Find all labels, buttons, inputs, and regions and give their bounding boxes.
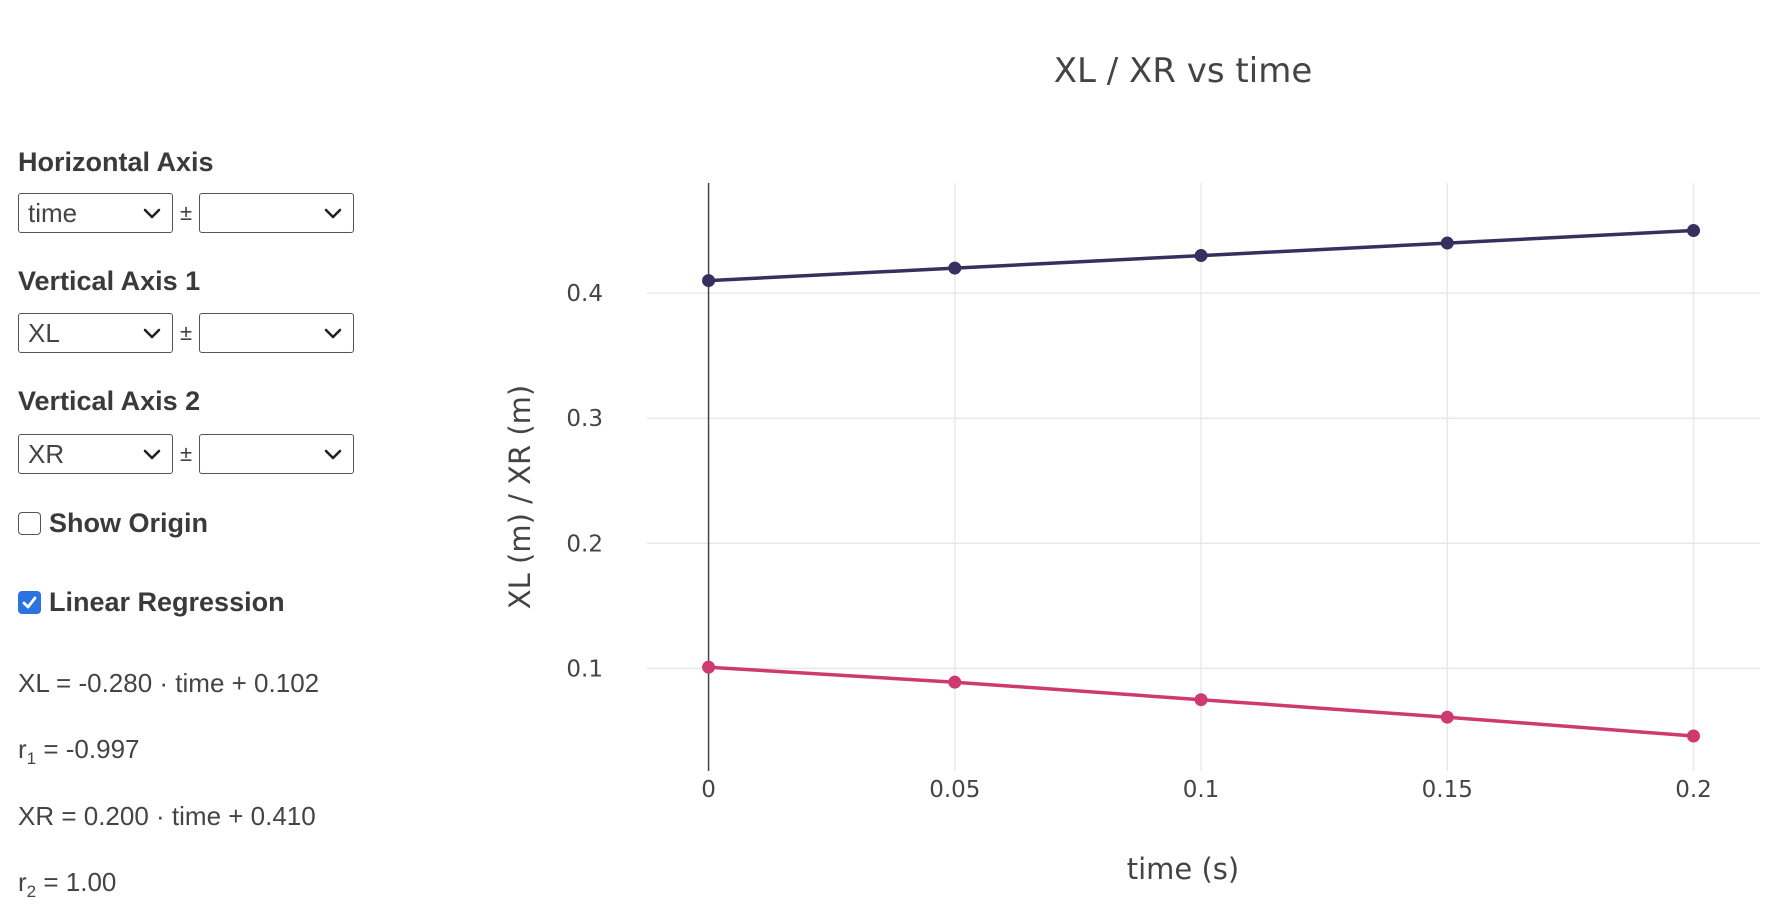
regression-equation-1: XL = -0.280 · time + 0.102: [18, 668, 320, 698]
chevron-down-icon: [143, 208, 161, 219]
horizontal-axis-error-select[interactable]: [199, 193, 354, 233]
plus-minus-label: ±: [179, 320, 193, 345]
vertical-axis-1-row: XL ±: [18, 312, 354, 354]
x-tick-label-0: 0: [701, 777, 716, 803]
y-tick-label-3: 0.4: [566, 281, 603, 307]
vertical-axis-2-row: XR ±: [18, 433, 354, 475]
vertical-axis-2-select-value: XR: [28, 439, 65, 469]
series-1-point-0[interactable]: [702, 274, 716, 288]
vertical-axis-2-error-select[interactable]: [199, 434, 354, 474]
horizontal-axis-row: time ±: [18, 192, 354, 234]
regression-equation-2: XR = 0.200 · time + 0.410: [18, 801, 316, 831]
y-tick-label-2: 0.3: [566, 406, 603, 432]
chevron-down-icon: [143, 449, 161, 460]
plus-minus-label: ±: [179, 441, 193, 466]
show-origin-checkbox[interactable]: [18, 512, 41, 535]
chevron-down-icon: [324, 449, 342, 460]
x-tick-label-4: 0.2: [1675, 777, 1712, 803]
y-tick-labels: 0.1 0.2 0.3 0.4: [566, 281, 603, 682]
horizontal-axis-select-value: time: [28, 198, 78, 228]
correlation-1-symbol: r: [18, 734, 27, 764]
plus-minus-label: ±: [179, 200, 193, 225]
horizontal-axis-select[interactable]: time: [18, 193, 173, 233]
vertical-axis-2-heading: Vertical Axis 2: [18, 386, 201, 416]
series-1-point-2[interactable]: [1194, 249, 1208, 263]
correlation-2-value: = 1.00: [36, 867, 117, 897]
x-tick-label-1: 0.05: [929, 777, 980, 803]
series-2-point-3[interactable]: [1440, 710, 1454, 724]
checkmark-icon: [22, 596, 37, 609]
series-layer: [702, 224, 1701, 743]
vertical-axis-1-select-value: XL: [28, 318, 60, 348]
correlation-2-symbol: r: [18, 867, 27, 897]
series-2-point-4[interactable]: [1687, 729, 1701, 743]
x-axis-label: time (s): [1127, 852, 1239, 886]
show-origin-label: Show Origin: [49, 508, 208, 538]
vertical-axis-1-select[interactable]: XL: [18, 313, 173, 353]
show-origin-option[interactable]: Show Origin: [18, 508, 208, 539]
y-tick-label-0: 0.1: [566, 656, 603, 682]
chevron-down-icon: [143, 328, 161, 339]
series-1-point-4[interactable]: [1687, 224, 1701, 238]
correlation-1-subscript: 1: [26, 749, 37, 768]
horizontal-axis-heading: Horizontal Axis: [18, 147, 214, 177]
x-tick-label-2: 0.1: [1183, 777, 1220, 803]
series-2-point-0[interactable]: [702, 660, 716, 674]
x-tick-labels: 0 0.05 0.1 0.15 0.2: [701, 777, 1712, 803]
series-2-point-2[interactable]: [1194, 693, 1208, 707]
linear-regression-option[interactable]: Linear Regression: [18, 587, 285, 618]
correlation-2: r2 = 1.00: [18, 867, 116, 902]
chevron-down-icon: [324, 328, 342, 339]
y-tick-label-1: 0.2: [566, 531, 603, 557]
y-axis-label: XL (m) / XR (m): [503, 385, 537, 609]
x-tick-label-3: 0.15: [1422, 777, 1473, 803]
vertical-axis-1-heading: Vertical Axis 1: [18, 266, 201, 296]
chart-title: XL / XR vs time: [1054, 51, 1313, 91]
series-2-point-1[interactable]: [948, 675, 962, 689]
linear-regression-checkbox[interactable]: [18, 591, 41, 614]
correlation-2-subscript: 2: [26, 882, 37, 901]
vertical-axis-2-select[interactable]: XR: [18, 434, 173, 474]
series-1-point-3[interactable]: [1440, 236, 1454, 250]
grid-lines: [647, 183, 1760, 771]
correlation-1: r1 = -0.997: [18, 734, 140, 769]
correlation-1-value: = -0.997: [36, 734, 140, 764]
linear-regression-label: Linear Regression: [49, 587, 285, 617]
series-1-point-1[interactable]: [948, 261, 962, 275]
vertical-axis-1-error-select[interactable]: [199, 313, 354, 353]
chevron-down-icon: [324, 208, 342, 219]
